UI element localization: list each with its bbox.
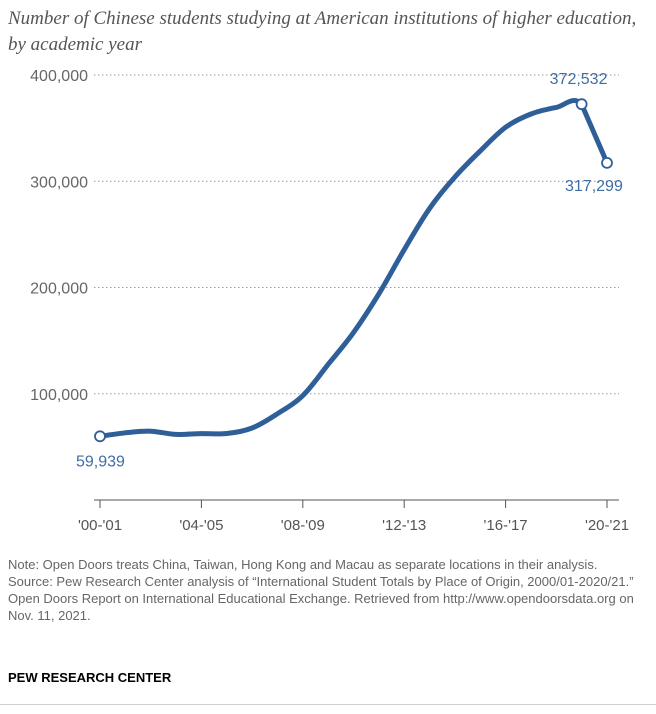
line-chart: 100,000 200,000 300,000 400,000 '00-'01 '04-…: [30, 68, 629, 534]
bottom-divider: [0, 704, 656, 705]
chart-notes: Note: Open Doors treats China, Taiwan, H…: [8, 556, 648, 624]
series-line-chinese-students: [97, 98, 610, 439]
y-tick-label: 300,000: [30, 174, 88, 191]
gridlines: [94, 74, 619, 395]
annotation-markers: [94, 98, 613, 443]
brand-label: PEW RESEARCH CENTER: [8, 670, 172, 685]
annotation-label: 372,532: [550, 71, 608, 88]
chart-title: Number of Chinese students studying at A…: [8, 8, 637, 55]
annotation-label: 59,939: [76, 453, 125, 470]
x-tick-label: '08-'09: [281, 517, 325, 534]
data-point-marker: [601, 156, 613, 169]
x-tick-label: '16-'17: [484, 517, 528, 534]
x-tick-label: '20-'21: [585, 517, 629, 534]
x-tick-labels: '00-'01 '04-'05 '08-'09 '12-'13 '16-'17 '20-'…: [78, 517, 629, 534]
x-tick-label: '00-'01: [78, 517, 122, 534]
note-text: Note: Open Doors treats China, Taiwan, H…: [8, 557, 598, 572]
data-point-marker: [575, 98, 588, 111]
x-tick-label: '04-'05: [179, 517, 223, 534]
data-point-marker: [94, 430, 106, 443]
series-line: [97, 98, 610, 439]
y-tick-label: 100,000: [30, 387, 88, 404]
y-tick-label: 400,000: [30, 68, 88, 85]
annotation-labels: 59,939 372,532 317,299: [76, 71, 623, 470]
x-tick-label: '12-'13: [382, 517, 426, 534]
source-text: Source: Pew Research Center analysis of …: [8, 574, 634, 623]
x-axis: [94, 499, 619, 508]
y-tick-label: 200,000: [30, 281, 88, 298]
annotation-label: 317,299: [565, 178, 623, 195]
y-tick-labels: 100,000 200,000 300,000 400,000: [30, 68, 88, 404]
